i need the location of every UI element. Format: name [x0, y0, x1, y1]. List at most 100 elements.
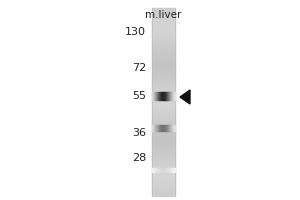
- Bar: [152, 142, 175, 144]
- Bar: [152, 31, 175, 33]
- Bar: [152, 148, 175, 150]
- Text: m.liver: m.liver: [145, 10, 181, 20]
- Bar: [152, 170, 175, 172]
- Bar: [152, 69, 175, 71]
- Bar: [152, 102, 175, 104]
- Bar: [152, 59, 175, 61]
- Bar: [152, 187, 175, 189]
- Bar: [152, 116, 175, 118]
- Bar: [152, 10, 175, 12]
- Bar: [152, 111, 175, 113]
- Bar: [152, 106, 175, 108]
- Bar: [152, 144, 175, 146]
- Bar: [152, 20, 175, 23]
- Bar: [152, 45, 175, 47]
- Polygon shape: [180, 90, 190, 104]
- Bar: [152, 81, 175, 83]
- Bar: [152, 91, 175, 93]
- Bar: [152, 162, 175, 164]
- Bar: [152, 179, 175, 181]
- Bar: [152, 134, 175, 136]
- Bar: [152, 67, 175, 69]
- Bar: [152, 86, 175, 88]
- Bar: [152, 72, 175, 74]
- Bar: [152, 167, 175, 169]
- Bar: [152, 128, 175, 130]
- Bar: [152, 175, 175, 177]
- Bar: [152, 131, 175, 133]
- Bar: [152, 176, 175, 178]
- Bar: [152, 159, 175, 161]
- Bar: [152, 140, 175, 143]
- Bar: [152, 145, 175, 147]
- Bar: [152, 30, 175, 32]
- Text: 72: 72: [132, 63, 146, 73]
- Bar: [152, 192, 175, 194]
- Bar: [152, 66, 175, 68]
- Bar: [152, 117, 175, 119]
- Bar: [152, 108, 175, 110]
- Bar: [152, 75, 175, 77]
- Bar: [152, 34, 175, 37]
- Bar: [152, 95, 175, 97]
- Bar: [152, 125, 175, 127]
- Bar: [152, 41, 175, 43]
- Bar: [152, 14, 175, 16]
- Bar: [152, 150, 175, 152]
- Bar: [152, 36, 175, 38]
- Bar: [152, 186, 175, 188]
- Bar: [152, 22, 175, 24]
- Bar: [152, 133, 175, 135]
- Bar: [152, 78, 175, 80]
- Bar: [152, 147, 175, 149]
- Bar: [152, 151, 175, 153]
- Bar: [152, 189, 175, 191]
- Bar: [152, 47, 175, 49]
- Bar: [152, 161, 175, 163]
- Bar: [152, 190, 175, 192]
- Bar: [152, 28, 175, 30]
- Bar: [152, 19, 175, 21]
- Bar: [152, 139, 175, 141]
- Bar: [152, 16, 175, 18]
- Bar: [152, 123, 175, 125]
- Bar: [152, 73, 175, 76]
- Bar: [152, 109, 175, 111]
- Bar: [152, 119, 175, 121]
- Bar: [152, 42, 175, 44]
- Bar: [152, 77, 175, 79]
- Bar: [152, 24, 175, 26]
- Bar: [152, 173, 175, 175]
- Bar: [152, 193, 175, 196]
- Bar: [152, 169, 175, 171]
- Bar: [152, 87, 175, 90]
- Bar: [152, 89, 175, 91]
- Bar: [152, 64, 175, 66]
- Bar: [152, 61, 175, 63]
- Bar: [152, 11, 175, 13]
- Bar: [152, 158, 175, 160]
- Bar: [152, 8, 175, 10]
- Bar: [152, 172, 175, 174]
- Bar: [152, 97, 175, 99]
- Bar: [152, 165, 175, 167]
- Bar: [152, 136, 175, 138]
- Bar: [152, 25, 175, 27]
- Bar: [152, 84, 175, 86]
- Bar: [152, 184, 175, 186]
- Bar: [152, 55, 175, 57]
- Bar: [152, 126, 175, 128]
- Bar: [152, 63, 175, 65]
- Text: 130: 130: [125, 27, 146, 37]
- Bar: [152, 112, 175, 114]
- Bar: [152, 13, 175, 15]
- Bar: [152, 137, 175, 139]
- Bar: [152, 33, 175, 35]
- Bar: [152, 105, 175, 107]
- Bar: [152, 122, 175, 124]
- Bar: [152, 52, 175, 54]
- Bar: [152, 44, 175, 46]
- Bar: [152, 156, 175, 158]
- Bar: [152, 178, 175, 180]
- Bar: [152, 53, 175, 55]
